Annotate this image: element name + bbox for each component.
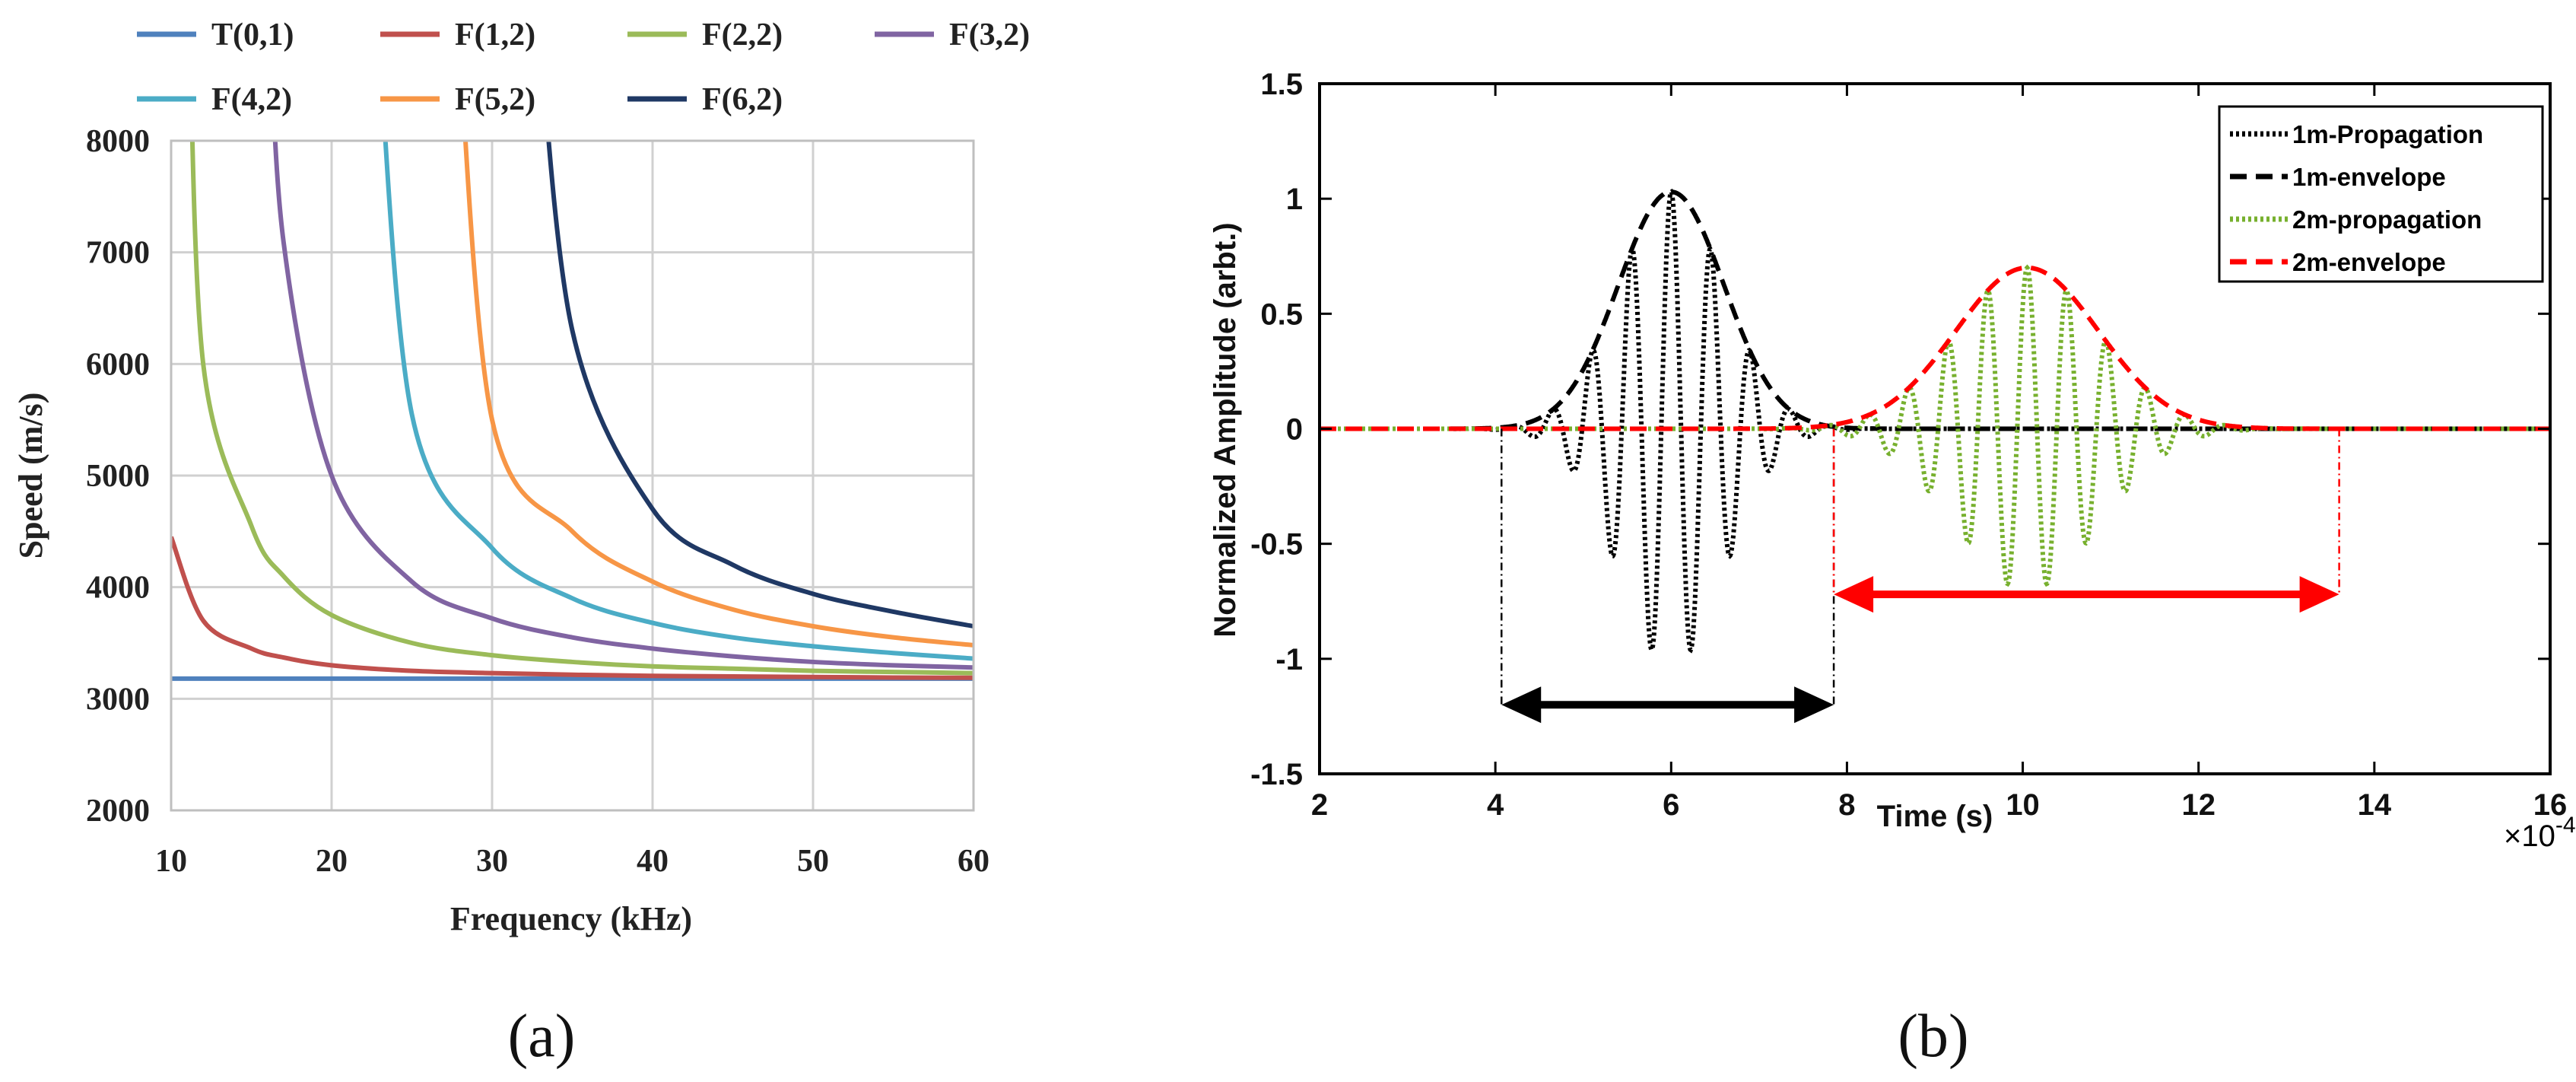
x-tick-label: 20 bbox=[316, 844, 348, 879]
arrow-head bbox=[1834, 576, 1874, 613]
y-tick-label: 0.5 bbox=[1260, 298, 1303, 331]
x-tick-label: 6 bbox=[1663, 788, 1679, 822]
series-line bbox=[462, 141, 974, 648]
x-tick-label: 2 bbox=[1311, 788, 1328, 822]
y-tick-labels: -1.5 -1 -0.5 0 0.5 1 1.5 bbox=[1250, 68, 1303, 791]
x-tick-label: 8 bbox=[1838, 788, 1855, 822]
x-axis-label: Time (s) bbox=[1877, 800, 1993, 833]
legend-label: 1m-envelope bbox=[2292, 163, 2446, 191]
legend-item: F(5,2) bbox=[380, 82, 535, 117]
x-exponent-power: -4 bbox=[2555, 813, 2576, 838]
legend-label: T(0,1) bbox=[211, 18, 294, 53]
y-tick-label: 1 bbox=[1286, 183, 1303, 216]
x-tick-label: 60 bbox=[958, 844, 989, 879]
y-tick-label: 3000 bbox=[86, 682, 150, 717]
double-arrow bbox=[1834, 576, 2339, 613]
y-tick-label: 2000 bbox=[86, 794, 150, 829]
legend-label: F(3,2) bbox=[949, 18, 1030, 53]
legend-label: 2m-envelope bbox=[2292, 248, 2446, 276]
chart-panel-b: 2 4 6 8 10 12 14 16 -1.5 -1 -0.5 0 0.5 1 1.5 ×10-4 Ti… bbox=[1209, 68, 2576, 853]
legend-item: F(2,2) bbox=[627, 18, 783, 53]
legend-item: 1m-Propagation bbox=[2230, 120, 2483, 148]
x-tick-label: 30 bbox=[476, 844, 508, 879]
y-tick-label: 6000 bbox=[86, 347, 150, 382]
x-tick-label: 40 bbox=[637, 844, 669, 879]
legend-label: F(1,2) bbox=[455, 18, 535, 53]
chart-panel-a: 10 20 30 40 50 60 2000 3000 4000 5000 6000 7000 800… bbox=[12, 18, 1030, 937]
series-group bbox=[171, 141, 974, 681]
x-tick-label: 10 bbox=[155, 844, 187, 879]
legend-item: 2m-propagation bbox=[2230, 205, 2482, 234]
legend-label: 2m-propagation bbox=[2292, 205, 2482, 234]
panel-label-b: (b) bbox=[1898, 1003, 1968, 1070]
y-tick-label: 0 bbox=[1286, 413, 1303, 447]
x-axis-label: Frequency (kHz) bbox=[450, 900, 692, 937]
double-arrow bbox=[1501, 686, 1834, 724]
legend-item: F(4,2) bbox=[137, 82, 292, 117]
legend-label: 1m-Propagation bbox=[2292, 120, 2483, 148]
legend-item: F(3,2) bbox=[875, 18, 1030, 53]
y-tick-label: -0.5 bbox=[1250, 528, 1303, 562]
legend-label: F(2,2) bbox=[702, 18, 783, 53]
x-tick-label: 4 bbox=[1487, 788, 1504, 822]
series-line bbox=[1320, 265, 2550, 431]
grid bbox=[170, 139, 975, 812]
series-line bbox=[272, 141, 974, 670]
x-tick-label: 12 bbox=[2181, 788, 2215, 822]
x-tick-label: 14 bbox=[2358, 788, 2392, 822]
arrow-head bbox=[1794, 686, 1834, 724]
y-tick-labels: 2000 3000 4000 5000 6000 7000 8000 bbox=[86, 124, 150, 829]
series-group bbox=[1320, 188, 2550, 654]
series-line bbox=[383, 141, 974, 661]
y-axis-label: Normalized Amplitude (arbt.) bbox=[1209, 222, 1242, 637]
tick-marks bbox=[1318, 82, 2552, 775]
legend-item: F(6,2) bbox=[627, 82, 783, 117]
legend-label: F(4,2) bbox=[211, 82, 292, 117]
x-tick-labels: 2 4 6 8 10 12 14 16 bbox=[1311, 788, 2567, 822]
y-tick-label: 1.5 bbox=[1260, 68, 1303, 101]
legend-label: F(5,2) bbox=[455, 82, 535, 117]
legend-item: 1m-envelope bbox=[2230, 163, 2446, 191]
legend-label: F(6,2) bbox=[702, 82, 783, 117]
series-line bbox=[546, 141, 974, 629]
annotations bbox=[1500, 428, 2340, 724]
x-tick-label: 50 bbox=[797, 844, 829, 879]
x-exponent-label: ×10-4 bbox=[2504, 813, 2576, 853]
series-line bbox=[171, 536, 974, 680]
y-tick-label: -1 bbox=[1275, 643, 1303, 676]
legend-item: F(1,2) bbox=[380, 18, 535, 53]
x-exponent-base: ×10 bbox=[2504, 819, 2555, 853]
arrow-head bbox=[1501, 686, 1542, 724]
arrow-head bbox=[2299, 576, 2339, 613]
y-tick-label: -1.5 bbox=[1250, 758, 1303, 791]
x-tick-labels: 10 20 30 40 50 60 bbox=[155, 844, 989, 879]
series-line bbox=[189, 141, 974, 676]
plot-frame bbox=[170, 139, 975, 812]
y-tick-label: 5000 bbox=[86, 459, 150, 494]
y-tick-label: 7000 bbox=[86, 236, 150, 271]
series-line bbox=[1320, 188, 2550, 654]
y-tick-label: 8000 bbox=[86, 124, 150, 159]
panel-label-a: (a) bbox=[508, 1003, 576, 1070]
y-axis-label: Speed (m/s) bbox=[12, 393, 49, 559]
x-tick-label: 10 bbox=[2006, 788, 2040, 822]
legend-item: T(0,1) bbox=[137, 18, 294, 53]
legend: T(0,1) F(1,2) F(2,2) F(3,2) F(4,2) F(5,2) F(6,… bbox=[137, 18, 1030, 117]
y-tick-label: 4000 bbox=[86, 571, 150, 606]
legend: 1m-Propagation 1m-envelope 2m-propagation 2… bbox=[2218, 105, 2544, 283]
legend-item: 2m-envelope bbox=[2230, 248, 2446, 276]
x-tick-label: 16 bbox=[2533, 788, 2568, 822]
